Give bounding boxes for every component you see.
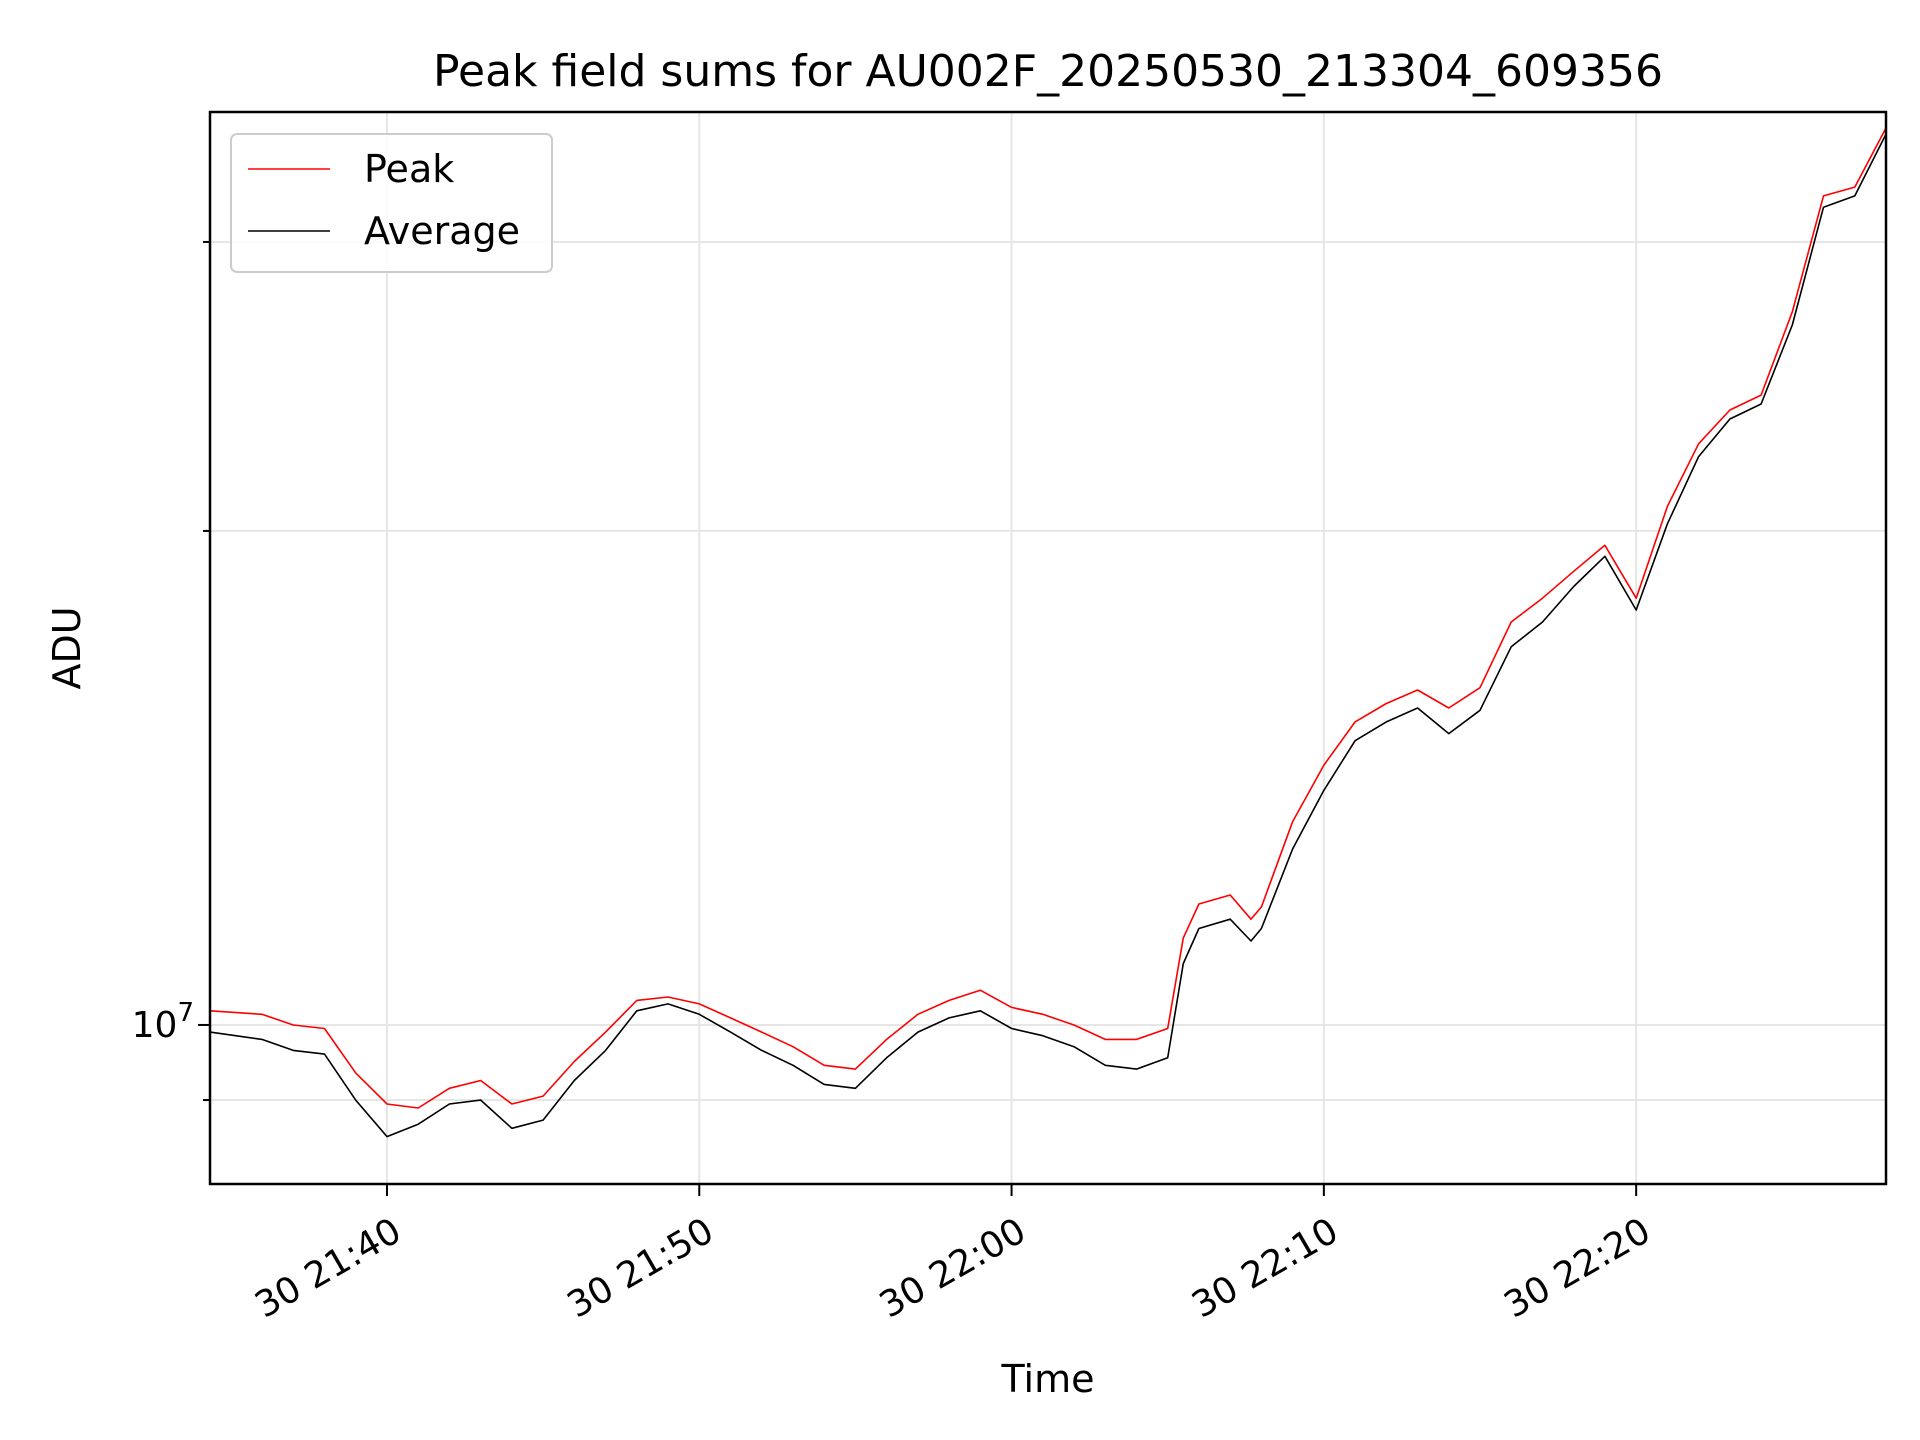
plot-frame xyxy=(208,110,1888,1186)
x-tick-label: 30 22:20 xyxy=(1498,1210,1658,1326)
x-axis: 30 21:40 30 21:50 30 22:00 30 22:10 30 22:20 xyxy=(248,1184,1657,1326)
legend-label-average: Average xyxy=(364,209,520,253)
legend: Peak Average xyxy=(230,133,553,273)
y-axis-label: ADU xyxy=(45,606,89,689)
series-line-average xyxy=(209,133,1887,1138)
y-tick-label: 107 xyxy=(132,998,194,1046)
series-line-peak xyxy=(209,127,1887,1109)
x-tick-label: 30 21:50 xyxy=(561,1210,721,1326)
series-layer xyxy=(209,127,1887,1138)
chart-title: Peak field sums for AU002F_20250530_2133… xyxy=(433,46,1663,97)
x-axis-label: Time xyxy=(1001,1357,1095,1401)
legend-label-peak: Peak xyxy=(364,147,454,191)
x-tick-label: 30 21:40 xyxy=(248,1210,408,1326)
x-tick-label: 30 22:00 xyxy=(873,1210,1033,1326)
x-tick-label: 30 22:10 xyxy=(1185,1210,1345,1326)
y-axis: 107 xyxy=(132,240,210,1102)
grid xyxy=(210,112,1886,1184)
